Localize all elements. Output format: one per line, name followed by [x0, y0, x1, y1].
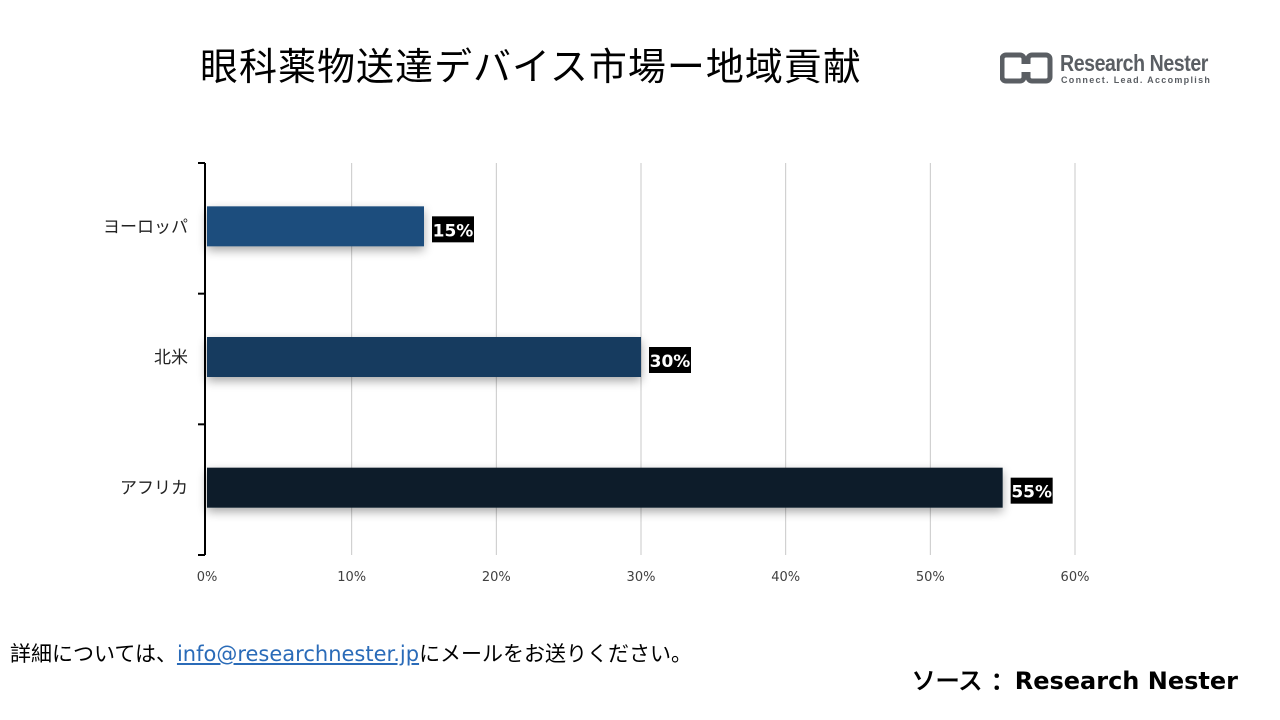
- category-label: ヨーロッパ: [103, 217, 188, 237]
- x-tick-label: 50%: [916, 570, 945, 585]
- x-tick-label: 10%: [337, 570, 366, 585]
- category-label: 北米: [154, 348, 188, 368]
- category-label: アフリカ: [120, 479, 188, 499]
- source-credit: ソース ：Research Nester: [911, 667, 1238, 695]
- logo-tagline: Connect. Lead. Accomplish: [1061, 75, 1212, 85]
- chart-title: 眼科薬物送達デバイス市場ー地域貢献: [200, 45, 862, 89]
- data-label-box: [649, 347, 691, 373]
- x-tick-label: 60%: [1061, 570, 1090, 585]
- contact-email-link[interactable]: info@researchnester.jp: [176, 642, 420, 666]
- research-nester-logo: Research Nester Connect. Lead. Accomplis…: [1000, 50, 1230, 90]
- contact-note-suffix: にメールをお送りください。: [419, 642, 693, 666]
- bar-2: [207, 337, 641, 377]
- contact-note: 詳細については、info@researchnester.jpにメールをお送りくだ…: [10, 638, 692, 668]
- logo-mark-icon: [1000, 52, 1053, 84]
- data-label-box: [1010, 477, 1053, 504]
- data-label: 55%: [1011, 483, 1052, 503]
- x-tick-label: 30%: [627, 570, 656, 585]
- logo-name: Research Nester: [1060, 50, 1208, 76]
- data-label: 30%: [650, 352, 691, 372]
- data-label-box: [432, 216, 474, 243]
- bar-1: [207, 206, 424, 247]
- x-tick-label: 20%: [482, 570, 511, 585]
- x-tick-label: 0%: [197, 570, 218, 585]
- x-tick-label: 40%: [771, 570, 800, 585]
- bar-3: [207, 467, 1003, 508]
- data-label: 15%: [433, 221, 474, 241]
- contact-note-prefix: 詳細については、: [10, 642, 177, 666]
